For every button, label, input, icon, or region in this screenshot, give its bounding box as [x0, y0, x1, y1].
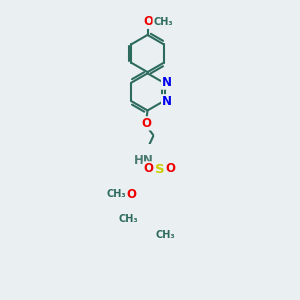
- Text: CH₃: CH₃: [107, 189, 126, 199]
- Text: O: O: [166, 162, 176, 175]
- Text: CH₃: CH₃: [153, 17, 173, 27]
- Text: CH₃: CH₃: [156, 230, 176, 239]
- Text: O: O: [143, 15, 153, 28]
- Text: S: S: [154, 163, 164, 176]
- Text: HN: HN: [134, 154, 154, 167]
- Text: O: O: [126, 188, 136, 201]
- Text: O: O: [141, 117, 151, 130]
- Text: N: N: [162, 95, 172, 108]
- Text: N: N: [162, 76, 172, 89]
- Text: O: O: [143, 162, 153, 175]
- Text: CH₃: CH₃: [118, 214, 138, 224]
